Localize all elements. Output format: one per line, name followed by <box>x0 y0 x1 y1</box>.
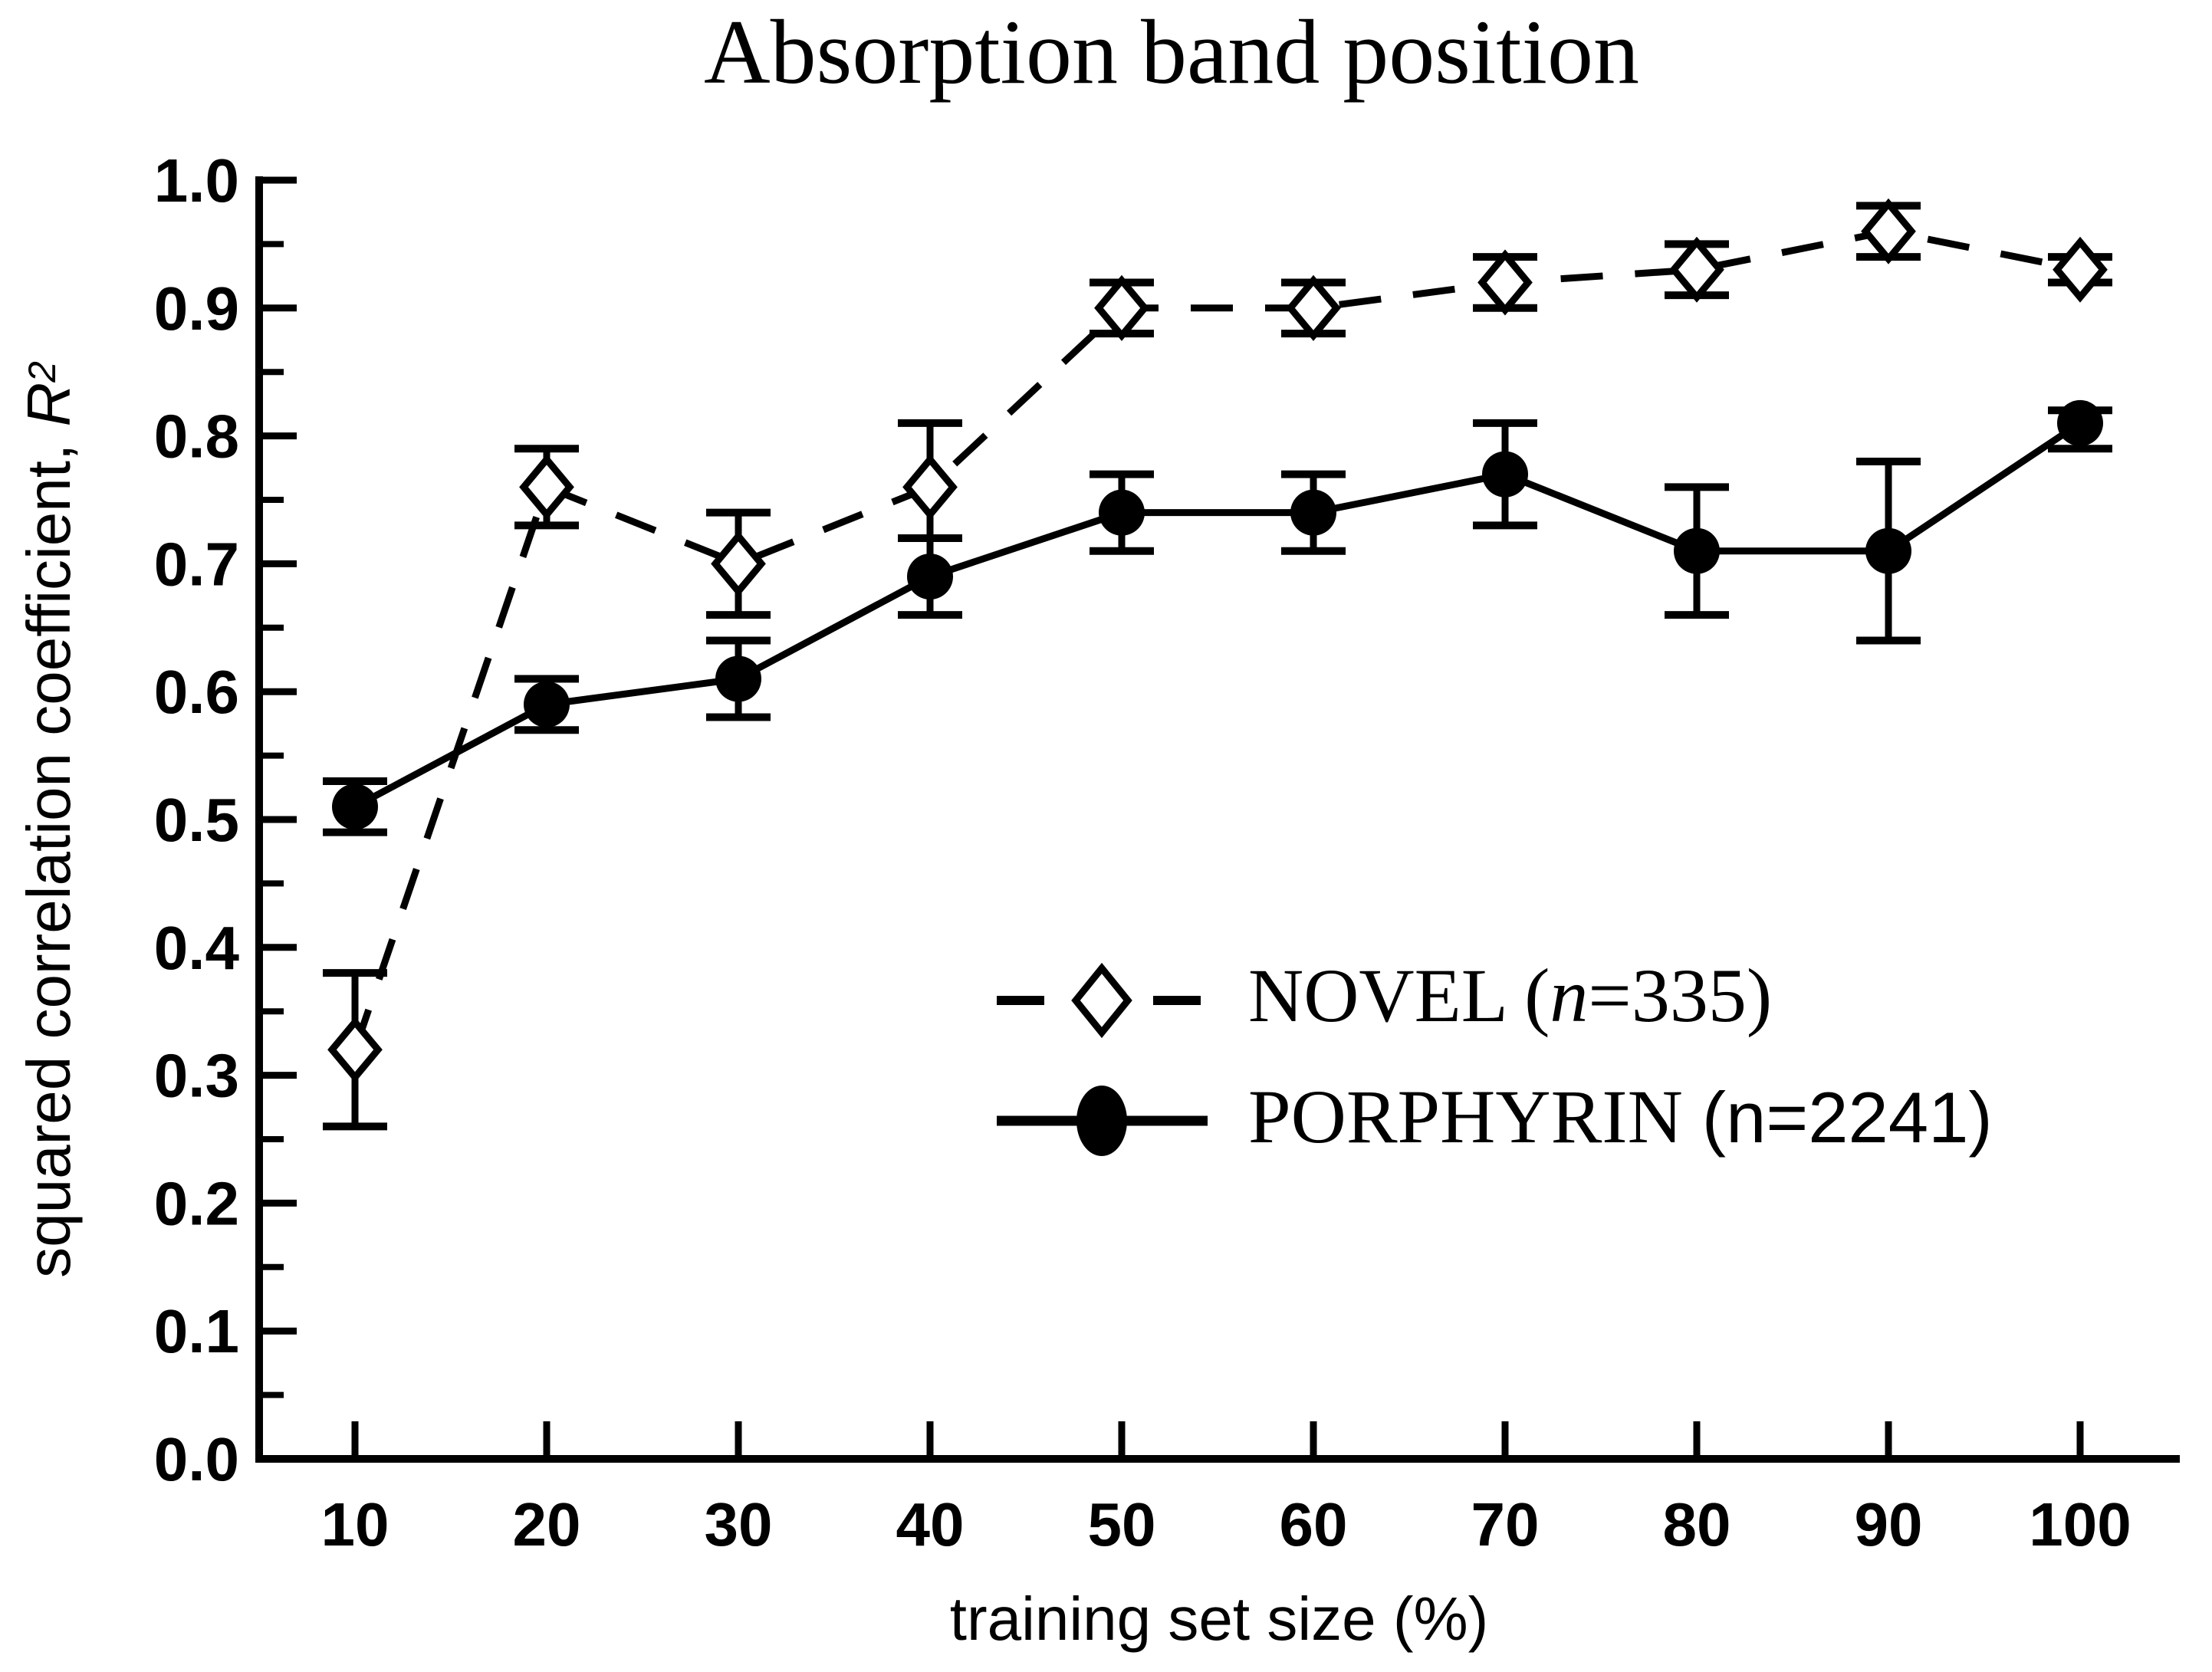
y-axis-label: squared correlation coefficient, R2 <box>15 361 83 1278</box>
x-tick-label: 50 <box>1088 1490 1156 1559</box>
porphyrin-circle-marker <box>1865 527 1911 574</box>
porphyrin-circle-marker <box>715 655 761 702</box>
x-tick-label: 90 <box>1855 1490 1923 1559</box>
porphyrin-circle-marker <box>332 783 378 830</box>
porphyrin-circle-marker <box>2057 399 2103 446</box>
y-tick-label: 0.5 <box>154 786 239 854</box>
porphyrin-circle-marker <box>907 554 953 600</box>
y-tick-label: 1.0 <box>154 146 239 215</box>
novel-diamond-marker <box>1286 274 1341 341</box>
novel-diamond-marker <box>1861 198 1916 264</box>
novel-diamond-marker <box>1477 249 1533 316</box>
novel-series-line <box>351 228 2081 1051</box>
x-tick-label: 20 <box>513 1490 581 1559</box>
novel-diamond-marker <box>519 454 574 521</box>
x-tick-label: 100 <box>2029 1490 2131 1559</box>
x-tick-label: 70 <box>1471 1490 1540 1559</box>
y-axis-label-text: squared correlation coefficient, <box>15 426 83 1278</box>
x-tick-label: 30 <box>705 1490 773 1559</box>
y-tick-label: 0.4 <box>154 914 240 982</box>
novel-diamond-marker <box>327 1017 383 1083</box>
legend-label-porphyrin: PORPHYRIN (n=2241) <box>1248 1074 1993 1159</box>
y-axis-label-exponent: 2 <box>21 361 64 383</box>
y-tick-label: 0.2 <box>154 1169 239 1237</box>
porphyrin-circle-marker <box>1099 489 1145 536</box>
legend-porphyrin-circle-marker <box>1076 1086 1127 1156</box>
legend-novel-diamond-marker <box>1071 962 1132 1039</box>
x-tick-label: 40 <box>896 1490 965 1559</box>
x-axis-label: training set size (%) <box>949 1585 1489 1653</box>
novel-diamond-marker <box>1094 274 1149 341</box>
novel-diamond-marker <box>1669 236 1724 303</box>
y-tick-label: 0.0 <box>154 1425 239 1493</box>
porphyrin-circle-marker <box>1674 527 1720 574</box>
x-tick-label: 60 <box>1280 1490 1348 1559</box>
y-tick-label: 0.9 <box>154 274 239 343</box>
novel-diamond-marker <box>711 531 766 597</box>
y-axis-label-variable: R <box>15 382 83 427</box>
y-tick-label: 0.6 <box>154 658 239 726</box>
y-tick-label: 0.8 <box>154 402 239 471</box>
porphyrin-circle-marker <box>524 681 570 728</box>
y-tick-label: 0.1 <box>154 1297 239 1365</box>
y-tick-label: 0.7 <box>154 530 239 598</box>
x-tick-label: 10 <box>321 1490 389 1559</box>
porphyrin-series-line <box>353 420 2082 810</box>
novel-diamond-marker <box>902 454 958 521</box>
novel-diamond-marker <box>2053 236 2108 303</box>
legend-label-novel: NOVEL (n=335) <box>1248 953 1773 1038</box>
porphyrin-circle-marker <box>1482 451 1528 498</box>
y-tick-label: 0.3 <box>154 1042 239 1110</box>
porphyrin-circle-marker <box>1290 489 1336 536</box>
x-tick-label: 80 <box>1663 1490 1731 1559</box>
chart-title: Absorption band position <box>704 1 1639 103</box>
